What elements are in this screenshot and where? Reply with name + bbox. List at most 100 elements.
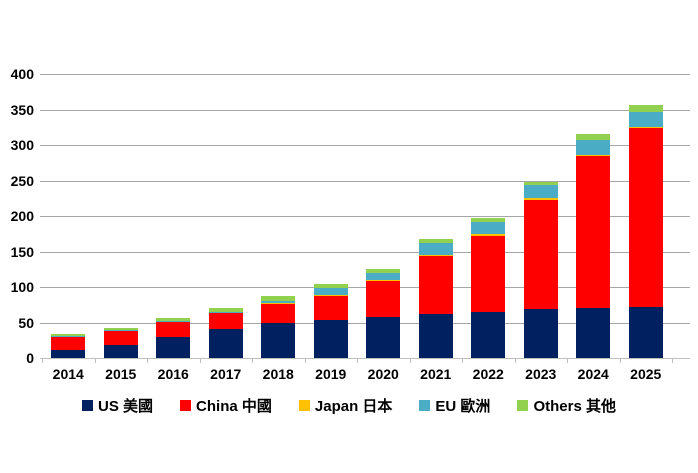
x-axis-tick xyxy=(252,358,253,363)
legend-item-japan: Japan 日本 xyxy=(298,395,392,416)
bar-segment-2023-others xyxy=(523,181,558,186)
bar-segment-2019-china xyxy=(313,295,348,321)
legend-item-china: China 中國 xyxy=(180,395,272,416)
y-axis-label-300: 300 xyxy=(10,137,34,153)
x-axis-tick xyxy=(305,358,306,363)
bar-segment-2017-us xyxy=(208,328,243,358)
bar-segment-2020-japan xyxy=(366,280,401,282)
legend-label: US 美國 xyxy=(98,398,154,415)
x-axis-tick xyxy=(515,358,516,363)
gridline-100 xyxy=(40,287,690,288)
legend-swatch-icon xyxy=(180,400,192,411)
x-axis-tick xyxy=(147,358,148,363)
x-axis-line xyxy=(40,358,690,359)
bar-segment-2022-us xyxy=(471,311,506,358)
chart-legend: US 美國 China 中國 Japan 日本 EU 歐洲 Others 其他 xyxy=(0,395,698,416)
bar-segment-2019-eu xyxy=(313,287,348,295)
x-axis-label-2017: 2017 xyxy=(210,366,242,382)
bar-2024 xyxy=(576,74,611,358)
bar-2018 xyxy=(261,74,296,358)
bar-segment-2014-china xyxy=(51,336,86,351)
gridline-400 xyxy=(40,74,690,75)
bar-segment-2022-others xyxy=(471,218,506,222)
bar-segment-2025-china xyxy=(628,127,663,307)
bar-2015 xyxy=(103,74,138,358)
gridline-250 xyxy=(40,181,690,182)
x-axis-tick xyxy=(357,358,358,363)
y-axis-label-50: 50 xyxy=(18,315,34,331)
bar-segment-2021-japan xyxy=(418,255,453,257)
bar-segment-2014-others xyxy=(51,334,86,336)
bar-segment-2022-eu xyxy=(471,221,506,235)
x-axis-tick xyxy=(200,358,201,363)
x-axis-tick xyxy=(620,358,621,363)
legend-item-eu: EU 歐洲 xyxy=(419,395,490,416)
bar-segment-2020-eu xyxy=(366,273,401,281)
legend-swatch-icon xyxy=(82,400,94,411)
x-axis-tick xyxy=(42,358,43,363)
bar-segment-2024-eu xyxy=(576,140,611,155)
bar-2017 xyxy=(208,74,243,358)
bar-segment-2017-others xyxy=(208,307,243,312)
bar-segment-2021-us xyxy=(418,313,453,358)
x-axis-label-2016: 2016 xyxy=(157,366,189,382)
bar-segment-2015-china xyxy=(103,330,138,346)
bar-segment-2018-japan xyxy=(261,303,296,305)
bar-segment-2017-china xyxy=(208,312,243,329)
y-axis-label-150: 150 xyxy=(10,244,34,260)
bar-2022 xyxy=(471,74,506,358)
bar-segment-2015-us xyxy=(103,345,138,358)
bar-segment-2021-others xyxy=(418,238,453,243)
bar-segment-2020-us xyxy=(366,316,401,358)
y-axis-label-100: 100 xyxy=(10,279,34,295)
bar-segment-2022-japan xyxy=(471,234,506,236)
bar-segment-2019-us xyxy=(313,320,348,358)
x-axis-label-2023: 2023 xyxy=(525,366,557,382)
legend-label: EU 歐洲 xyxy=(435,398,491,415)
y-axis-label-0: 0 xyxy=(26,350,34,366)
bar-segment-2023-japan xyxy=(523,198,558,200)
bar-segment-2025-japan xyxy=(628,126,663,128)
bar-2020 xyxy=(366,74,401,358)
y-axis-label-250: 250 xyxy=(10,173,34,189)
x-axis-label-2018: 2018 xyxy=(262,366,294,382)
bar-2021 xyxy=(418,74,453,358)
bar-segment-2021-eu xyxy=(418,243,453,256)
bar-segment-2023-china xyxy=(523,199,558,310)
bar-segment-2018-us xyxy=(261,322,296,358)
legend-label: China 中國 xyxy=(196,398,272,415)
x-axis-tick xyxy=(410,358,411,363)
bar-segment-2018-eu xyxy=(261,300,296,304)
gridline-200 xyxy=(40,216,690,217)
bar-segment-2022-china xyxy=(471,235,506,312)
x-axis-label-2022: 2022 xyxy=(472,366,504,382)
legend-swatch-icon xyxy=(517,400,529,411)
bar-segment-2024-china xyxy=(576,156,611,309)
y-axis-label-350: 350 xyxy=(10,102,34,118)
bar-segment-2014-us xyxy=(51,350,86,358)
legend-swatch-icon xyxy=(298,400,310,411)
bar-segment-2025-eu xyxy=(628,111,663,127)
bar-segment-2023-us xyxy=(523,309,558,358)
bar-segment-2016-china xyxy=(156,321,191,337)
bar-2019 xyxy=(313,74,348,358)
bar-segment-2023-eu xyxy=(523,185,558,199)
bar-segment-2016-us xyxy=(156,336,191,358)
bar-segment-2024-us xyxy=(576,308,611,358)
gridline-350 xyxy=(40,110,690,111)
x-axis-tick xyxy=(672,358,673,363)
legend-swatch-icon xyxy=(419,400,431,411)
bar-segment-2020-others xyxy=(366,269,401,274)
gridline-300 xyxy=(40,145,690,146)
bar-segment-2021-china xyxy=(418,256,453,314)
legend-item-others: Others 其他 xyxy=(517,395,616,416)
legend-item-us: US 美國 xyxy=(82,395,153,416)
gridline-150 xyxy=(40,252,690,253)
bar-segment-2018-china xyxy=(261,304,296,323)
bar-segment-2016-others xyxy=(156,317,191,321)
y-axis-label-400: 400 xyxy=(10,66,34,82)
bar-segment-2024-others xyxy=(576,133,611,141)
bar-2023 xyxy=(523,74,558,358)
x-axis-label-2025: 2025 xyxy=(630,366,662,382)
